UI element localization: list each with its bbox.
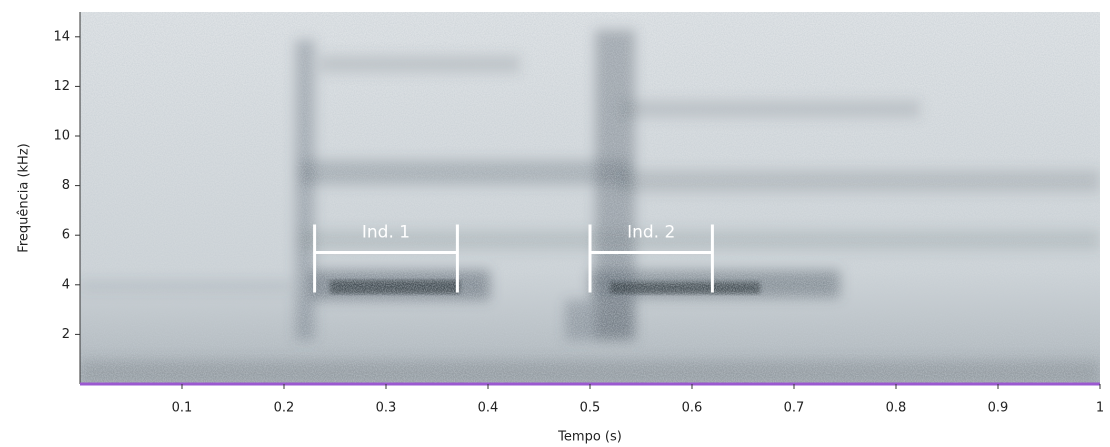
y-tick-label: 4 (62, 277, 70, 292)
annotation-label: Ind. 2 (627, 223, 675, 243)
x-tick-label: 0.1 (172, 401, 193, 416)
x-tick-label: 0.2 (274, 401, 295, 416)
annotation-label: Ind. 1 (362, 223, 410, 243)
x-tick-label: 0.9 (988, 401, 1009, 416)
spectrogram-image (80, 12, 1100, 384)
x-tick-label: 0.6 (682, 401, 703, 416)
x-tick-label: 1 (1096, 401, 1104, 416)
x-tick-label: 0.5 (580, 401, 601, 416)
y-tick-label: 2 (62, 327, 70, 342)
y-axis-label: Frequência (kHz) (17, 143, 32, 252)
y-tick-label: 8 (62, 178, 70, 193)
x-tick-label: 0.7 (784, 401, 805, 416)
y-tick-label: 6 (62, 228, 70, 243)
x-tick-label: 0.3 (376, 401, 397, 416)
x-axis-label: Tempo (s) (557, 430, 622, 445)
y-tick-label: 10 (53, 129, 70, 144)
y-tick-label: 12 (53, 79, 70, 94)
x-tick-label: 0.4 (478, 401, 499, 416)
x-tick-label: 0.8 (886, 401, 907, 416)
y-tick-label: 14 (53, 29, 70, 44)
